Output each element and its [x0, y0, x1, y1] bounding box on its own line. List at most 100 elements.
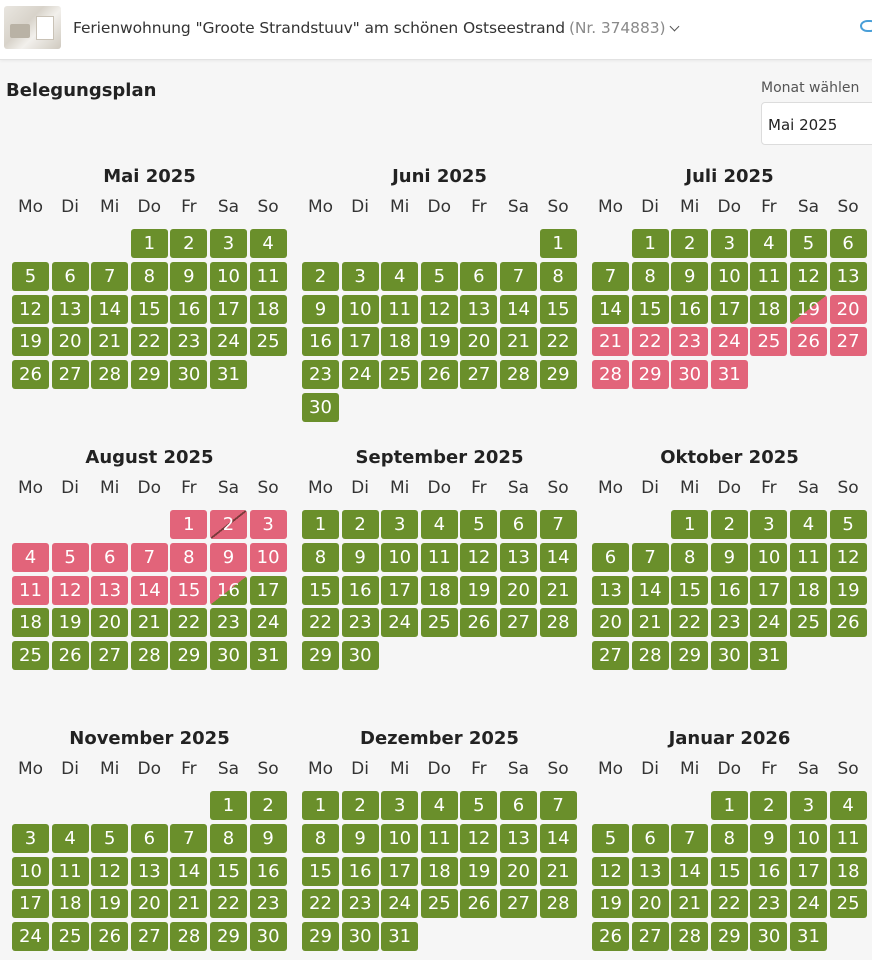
calendar-day[interactable]: 18 — [790, 575, 827, 605]
calendar-day[interactable]: 28 — [592, 360, 629, 390]
calendar-day[interactable]: 29 — [710, 922, 748, 952]
calendar-day[interactable]: 26 — [12, 360, 49, 390]
calendar-day[interactable]: 4 — [249, 229, 287, 258]
calendar-day[interactable]: 10 — [710, 261, 748, 291]
calendar-day[interactable]: 27 — [631, 922, 669, 952]
calendar-day[interactable]: 28 — [500, 360, 537, 390]
calendar-day[interactable]: 29 — [302, 922, 339, 952]
calendar-day[interactable]: 12 — [460, 823, 498, 853]
calendar-day[interactable]: 11 — [12, 575, 49, 605]
calendar-day[interactable]: 28 — [539, 608, 577, 638]
calendar-day[interactable]: 15 — [170, 575, 208, 605]
calendar-day[interactable]: 4 — [420, 791, 458, 820]
calendar-day[interactable]: 29 — [539, 360, 577, 390]
calendar-day[interactable]: 19 — [829, 575, 867, 605]
calendar-day[interactable]: 8 — [210, 823, 247, 853]
calendar-day[interactable]: 11 — [829, 823, 867, 853]
calendar-day[interactable]: 2 — [710, 510, 748, 539]
calendar-day[interactable]: 19 — [420, 327, 458, 357]
calendar-day[interactable]: 3 — [381, 510, 419, 539]
calendar-day[interactable]: 14 — [91, 294, 129, 324]
calendar-day[interactable]: 24 — [381, 608, 419, 638]
calendar-day[interactable]: 8 — [671, 542, 709, 572]
calendar-day[interactable]: 16 — [710, 575, 748, 605]
calendar-day[interactable]: 22 — [539, 327, 577, 357]
calendar-day[interactable]: 15 — [130, 294, 168, 324]
calendar-day[interactable]: 8 — [170, 542, 208, 572]
calendar-day[interactable]: 28 — [91, 360, 129, 390]
calendar-day[interactable]: 16 — [750, 856, 788, 886]
calendar-day[interactable]: 10 — [210, 261, 247, 291]
calendar-day[interactable]: 25 — [750, 327, 788, 357]
calendar-day[interactable]: 17 — [341, 327, 379, 357]
calendar-day[interactable]: 11 — [750, 261, 788, 291]
calendar-day[interactable]: 25 — [12, 641, 49, 671]
calendar-day[interactable]: 20 — [631, 889, 669, 919]
calendar-day[interactable]: 18 — [249, 294, 287, 324]
calendar-day[interactable]: 21 — [170, 889, 208, 919]
calendar-day[interactable]: 3 — [341, 261, 379, 291]
calendar-day[interactable]: 23 — [170, 327, 208, 357]
calendar-day[interactable]: 9 — [341, 823, 379, 853]
calendar-day[interactable]: 10 — [12, 856, 49, 886]
calendar-day[interactable]: 12 — [51, 575, 89, 605]
calendar-day[interactable]: 6 — [631, 823, 669, 853]
calendar-day[interactable]: 12 — [460, 542, 498, 572]
calendar-day[interactable]: 15 — [302, 575, 339, 605]
calendar-day[interactable]: 26 — [420, 360, 458, 390]
calendar-day[interactable]: 22 — [130, 327, 168, 357]
calendar-day[interactable]: 14 — [671, 856, 709, 886]
calendar-day[interactable]: 29 — [631, 360, 669, 390]
calendar-day[interactable]: 11 — [51, 856, 89, 886]
calendar-day[interactable]: 21 — [539, 575, 577, 605]
calendar-day[interactable]: 21 — [592, 327, 629, 357]
calendar-day[interactable]: 24 — [249, 608, 287, 638]
calendar-day[interactable]: 18 — [829, 856, 867, 886]
calendar-day[interactable]: 17 — [381, 856, 419, 886]
calendar-day[interactable]: 26 — [91, 922, 129, 952]
calendar-day[interactable]: 16 — [341, 856, 379, 886]
calendar-day[interactable]: 29 — [130, 360, 168, 390]
calendar-day[interactable]: 16 — [210, 575, 247, 605]
calendar-day[interactable]: 18 — [750, 294, 788, 324]
calendar-day[interactable]: 26 — [460, 889, 498, 919]
calendar-day[interactable]: 13 — [130, 856, 168, 886]
calendar-day[interactable]: 17 — [12, 889, 49, 919]
calendar-day[interactable]: 31 — [249, 641, 287, 671]
calendar-day[interactable]: 1 — [671, 510, 709, 539]
calendar-day[interactable]: 29 — [302, 641, 339, 671]
calendar-day[interactable]: 25 — [381, 360, 419, 390]
calendar-day[interactable]: 19 — [460, 575, 498, 605]
calendar-day[interactable]: 23 — [341, 608, 379, 638]
calendar-day[interactable]: 9 — [341, 542, 379, 572]
calendar-day[interactable]: 5 — [460, 510, 498, 539]
calendar-day[interactable]: 10 — [249, 542, 287, 572]
calendar-day[interactable]: 5 — [592, 823, 629, 853]
calendar-day[interactable]: 24 — [710, 327, 748, 357]
calendar-day[interactable]: 10 — [790, 823, 827, 853]
calendar-day[interactable]: 21 — [91, 327, 129, 357]
calendar-day[interactable]: 15 — [671, 575, 709, 605]
calendar-day[interactable]: 17 — [710, 294, 748, 324]
calendar-day[interactable]: 25 — [420, 889, 458, 919]
calendar-day[interactable]: 29 — [210, 922, 247, 952]
calendar-day[interactable]: 7 — [130, 542, 168, 572]
calendar-day[interactable]: 27 — [500, 608, 537, 638]
calendar-day[interactable]: 26 — [460, 608, 498, 638]
calendar-day[interactable]: 4 — [790, 510, 827, 539]
calendar-day[interactable]: 9 — [170, 261, 208, 291]
calendar-day[interactable]: 4 — [12, 542, 49, 572]
calendar-day[interactable]: 27 — [51, 360, 89, 390]
calendar-day[interactable]: 6 — [500, 510, 537, 539]
month-select[interactable]: Mai 2025 — [761, 102, 872, 145]
calendar-day[interactable]: 9 — [249, 823, 287, 853]
calendar-day[interactable]: 23 — [671, 327, 709, 357]
calendar-day[interactable]: 12 — [790, 261, 827, 291]
calendar-day[interactable]: 1 — [302, 791, 339, 820]
calendar-day[interactable]: 29 — [671, 641, 709, 671]
calendar-day[interactable]: 16 — [302, 327, 339, 357]
calendar-day[interactable]: 30 — [671, 360, 709, 390]
calendar-day[interactable]: 2 — [249, 791, 287, 820]
calendar-day[interactable]: 22 — [671, 608, 709, 638]
calendar-day[interactable]: 13 — [631, 856, 669, 886]
